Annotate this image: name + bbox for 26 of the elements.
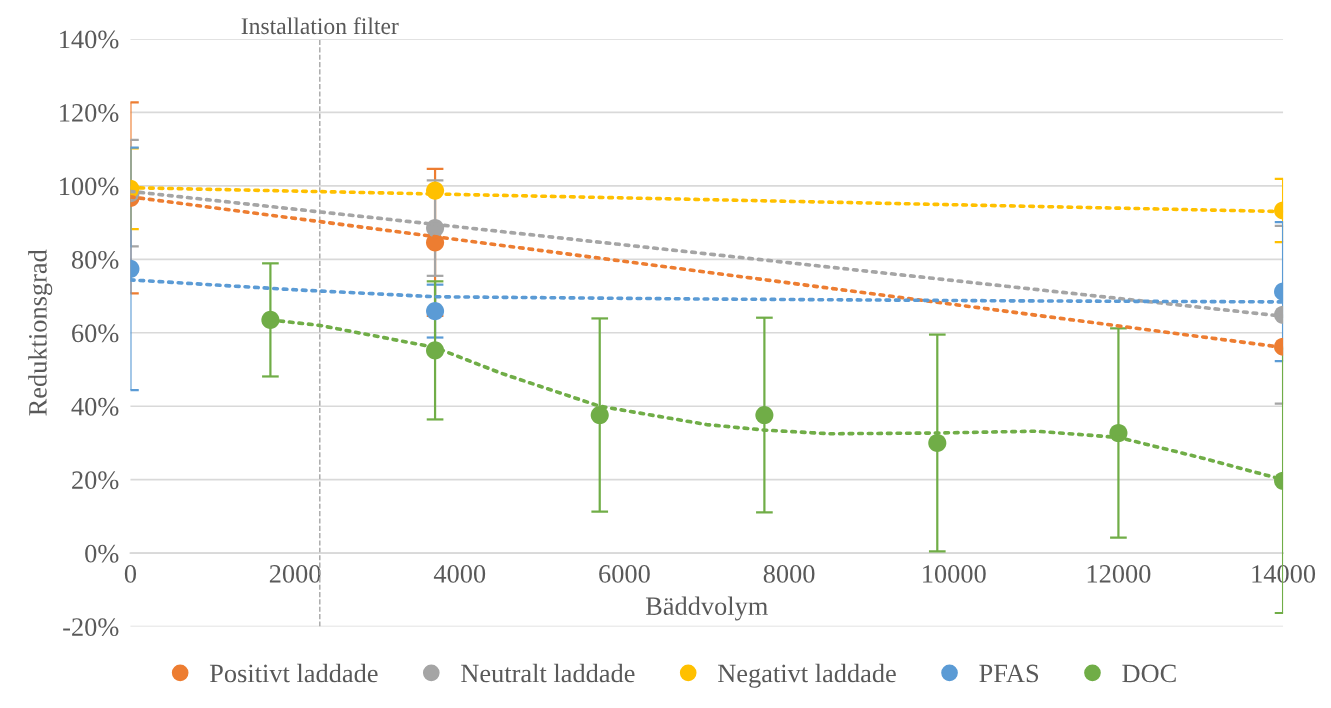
y-tick-label: 100% [60, 177, 119, 196]
point [590, 405, 609, 425]
y-tick-label: -20% [63, 618, 119, 637]
x-tick-label: 10000 [923, 565, 986, 583]
y-tick-label: 80% [71, 250, 119, 269]
legend-label: PFAS [979, 664, 1039, 683]
legend-label: Positivt laddade [209, 663, 378, 683]
y-tick-label: 60% [72, 324, 119, 343]
x-tick-label: 4000 [433, 565, 486, 583]
y-tick-label: 40% [71, 397, 119, 416]
point [755, 405, 774, 425]
y-axis-title: Reduktionsgrad [28, 249, 53, 416]
legend-label: Neutralt laddade [461, 663, 635, 683]
y-tick-label: 0% [85, 544, 119, 563]
x-tick-label: 8000 [763, 565, 815, 583]
legend-label: DOC [1122, 664, 1176, 683]
y-tick-label: 20% [72, 471, 119, 490]
x-tick-label: 6000 [599, 565, 650, 583]
y-tick-label: 140% [60, 30, 119, 49]
x-tick-label: 2000 [269, 565, 321, 583]
x-axis-title: Bäddvolym [645, 596, 768, 621]
y-tick-label: 120% [60, 104, 119, 122]
legend-label: Negativt laddade [717, 663, 896, 688]
x-tick-label: 12000 [1087, 565, 1151, 583]
ref-line-label: Installation filter [241, 17, 399, 35]
x-tick-label: 0 [124, 565, 137, 583]
